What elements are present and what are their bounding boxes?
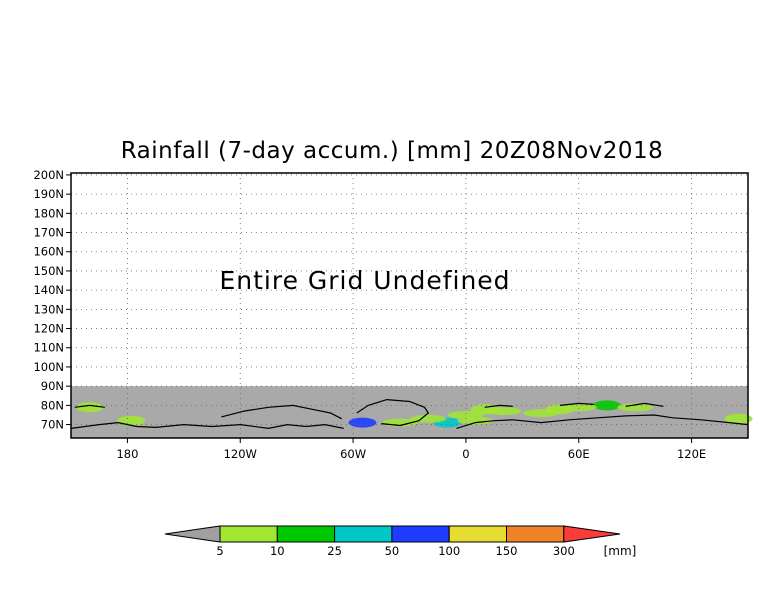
- rain-patch: [348, 417, 377, 428]
- y-tick-label: 190N: [33, 187, 64, 201]
- colorbar-label: 150: [496, 544, 518, 558]
- colorbar-under-triangle: [164, 525, 221, 543]
- plot-frame: [70, 172, 749, 439]
- y-tick-label: 80N: [41, 398, 64, 412]
- coastline: [356, 398, 430, 427]
- x-tick-label: 60E: [568, 447, 590, 461]
- y-tick-label: 110N: [33, 341, 64, 355]
- y-tick-label: 160N: [33, 245, 64, 259]
- rain-patch: [523, 409, 560, 418]
- colorbar-segment: [448, 525, 508, 543]
- colorbar-label: 300: [553, 544, 575, 558]
- coastlines: [70, 398, 749, 430]
- chart-title: Rainfall (7-day accum.) [mm] 20Z08Nov201…: [120, 138, 664, 164]
- colorbar-segment: [506, 525, 565, 543]
- y-tick-label: 130N: [33, 302, 64, 316]
- coastline: [456, 414, 749, 429]
- y-tick-label: 100N: [33, 360, 64, 374]
- rain-patch: [724, 413, 753, 424]
- rain-patch: [560, 403, 597, 412]
- colorbar-label: 10: [270, 544, 285, 558]
- y-tick-label: 200N: [33, 168, 64, 182]
- colorbar-label: 50: [385, 544, 400, 558]
- colorbar-label: 5: [216, 544, 223, 558]
- y-tick-label: 120N: [33, 322, 64, 336]
- coastline: [484, 404, 513, 408]
- y-tick-label: 140N: [33, 283, 64, 297]
- colorbar: 5 10 25 50 100 150 300 [mm]: [164, 525, 637, 558]
- y-tick-label: 180N: [33, 206, 64, 220]
- y-tick-label: 70N: [41, 418, 64, 432]
- coastline: [625, 402, 664, 407]
- coastline: [221, 404, 343, 420]
- y-tick-label: 90N: [41, 379, 64, 393]
- y-tick-label: 150N: [33, 264, 64, 278]
- colorbar-label: 100: [438, 544, 460, 558]
- colorbar-segment: [334, 525, 393, 543]
- colorbar-segment: [276, 525, 336, 543]
- x-tick-label: 120W: [224, 447, 257, 461]
- x-tick-label: 60W: [340, 447, 366, 461]
- rain-patch: [75, 402, 104, 413]
- rain-patch: [485, 407, 522, 416]
- y-tick-label: 170N: [33, 226, 64, 240]
- x-tick-label: 180: [116, 447, 138, 461]
- undefined-grid-annotation: Entire Grid Undefined: [219, 266, 510, 295]
- colorbar-label: 25: [327, 544, 342, 558]
- x-tick-label: 0: [462, 447, 469, 461]
- coastline: [559, 402, 594, 406]
- colorbar-unit: [mm]: [604, 544, 637, 558]
- valid-data-area: [71, 386, 748, 438]
- x-tick-label: 120E: [677, 447, 706, 461]
- rain-patch: [457, 416, 494, 425]
- colorbar-segment: [391, 525, 450, 543]
- colorbar-over-triangle: [563, 525, 621, 543]
- colorbar-segment: [219, 525, 278, 543]
- coastline: [74, 404, 105, 408]
- rain-patch: [117, 415, 146, 426]
- coastline: [70, 421, 344, 430]
